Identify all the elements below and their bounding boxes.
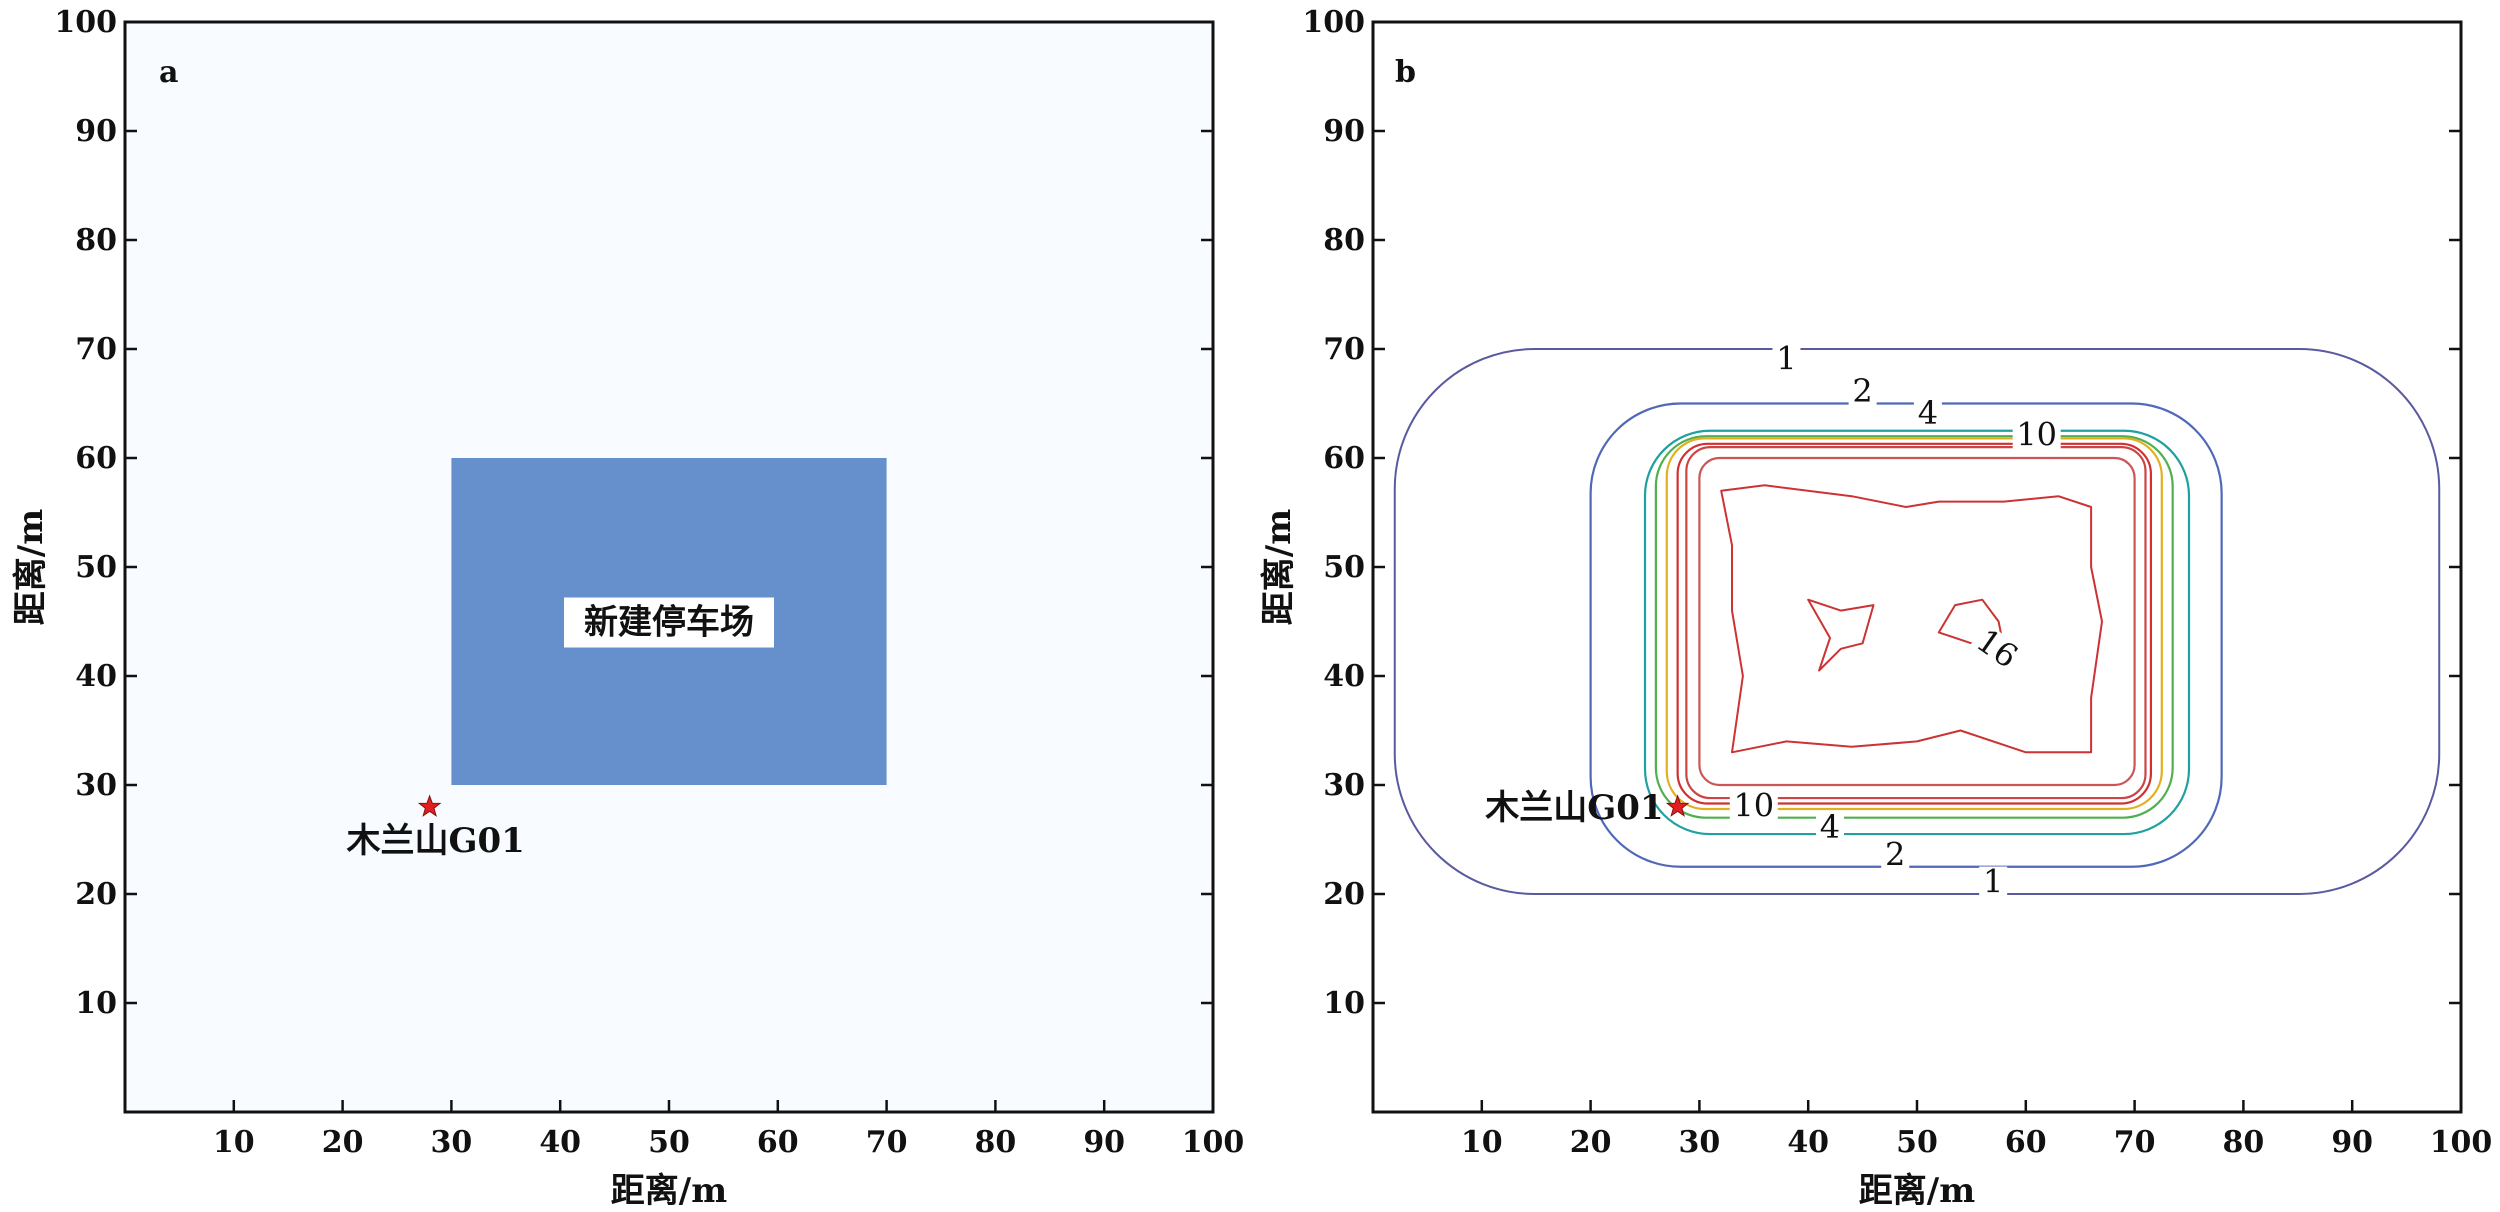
contour-level-14 <box>1698 456 2136 787</box>
y-tick-label: 100 <box>1302 5 1365 40</box>
panel-a-frame <box>123 20 1215 1114</box>
station-star-b <box>1665 794 1690 817</box>
x-tick-label: 60 <box>2005 1125 2047 1160</box>
panel-b-x-axis-label: 距离/m <box>1859 1171 1975 1211</box>
y-tick-label: 10 <box>75 986 117 1021</box>
y-tick-label: 10 <box>1323 986 1365 1021</box>
contour-label: 4 <box>1918 394 1938 432</box>
contour-level-16-inner <box>1720 484 2103 754</box>
y-tick-label: 50 <box>75 550 117 585</box>
y-tick-label: 50 <box>1323 550 1365 585</box>
contour-label-bg <box>1848 376 1877 407</box>
x-tick-label: 40 <box>1787 1125 1829 1160</box>
y-tick-label: 70 <box>75 332 117 367</box>
y-tick-label: 30 <box>75 768 117 803</box>
panel-b-plot-area <box>1373 22 2461 1112</box>
x-tick-label: 50 <box>1896 1125 1938 1160</box>
contour-level-12 <box>1685 446 2147 800</box>
contour-island-16 <box>1937 598 2005 650</box>
x-tick-label: 70 <box>866 1125 908 1160</box>
contour-label: 1 <box>1983 863 2003 901</box>
contour-label: 10 <box>1733 786 1774 824</box>
x-tick-label: 80 <box>975 1125 1017 1160</box>
x-tick-label: 30 <box>1679 1125 1721 1160</box>
contour-level-8 <box>1665 437 2163 811</box>
panel-b-ticks: 10 20 30 40 50 60 70 80 90 100 10 20 30 40 50 60 70 80 90 1… <box>1302 5 2492 1160</box>
x-tick-label: 20 <box>1570 1125 1612 1160</box>
y-tick-label: 100 <box>54 5 117 40</box>
contour-label-bg <box>1881 839 1910 870</box>
panel-a-x-axis-label: 距离/m <box>611 1171 727 1211</box>
y-tick-label: 40 <box>75 659 117 694</box>
contour-level-1 <box>1393 348 2441 895</box>
contour-label: 2 <box>1852 372 1872 410</box>
y-tick-label: 20 <box>1323 877 1365 912</box>
contour-label: 10 <box>2016 416 2057 454</box>
panel-a-ticks: 10 20 30 40 50 60 70 80 90 100 10 20 30 40 50 60 70 80 90 1… <box>54 5 1244 1160</box>
parking-lot-label: 新建停车场 <box>584 603 754 643</box>
panel-b-letter: b <box>1395 55 1416 90</box>
station-star-a <box>417 794 442 817</box>
x-tick-label: 30 <box>431 1125 473 1160</box>
contour-label-bg <box>1968 622 2026 675</box>
panel-a: 10 20 30 40 50 60 70 80 90 100 10 20 30 40 50 60 70 80 90 1… <box>11 5 1244 1211</box>
x-tick-label: 80 <box>2223 1125 2265 1160</box>
x-tick-label: 60 <box>757 1125 799 1160</box>
contour-label-bg <box>1729 790 1778 821</box>
station-label-b: 木兰山G01 <box>1484 788 1663 828</box>
x-tick-label: 90 <box>2331 1125 2373 1160</box>
panel-b-frame <box>1371 20 2463 1114</box>
panel-a-letter: a <box>159 55 178 90</box>
x-tick-label: 20 <box>322 1125 364 1160</box>
panel-a-y-axis-label: 距离/m <box>11 509 51 625</box>
y-tick-label: 90 <box>1323 114 1365 149</box>
y-tick-label: 80 <box>1323 223 1365 258</box>
contour-label: 4 <box>1820 808 1840 846</box>
y-tick-label: 70 <box>1323 332 1365 367</box>
station-label-a: 木兰山G01 <box>345 821 524 861</box>
x-tick-label: 100 <box>1182 1125 1245 1160</box>
contour-label-bg <box>2012 419 2061 450</box>
contour-label-bg <box>1772 343 1801 374</box>
contour-level-6 <box>1654 435 2174 819</box>
contour-label: 1 <box>1776 339 1796 377</box>
x-tick-label: 40 <box>539 1125 581 1160</box>
panel-b-y-axis-label: 距离/m <box>1259 509 1299 625</box>
contour-island-16 <box>1807 598 1875 672</box>
y-tick-label: 30 <box>1323 768 1365 803</box>
contour-level-4 <box>1643 429 2191 836</box>
y-tick-label: 80 <box>75 223 117 258</box>
x-tick-label: 70 <box>2114 1125 2156 1160</box>
contour-label: 2 <box>1885 835 1905 873</box>
x-tick-label: 90 <box>1083 1125 1125 1160</box>
y-tick-label: 90 <box>75 114 117 149</box>
x-tick-label: 50 <box>648 1125 690 1160</box>
contour-label-bg <box>1913 397 1942 428</box>
y-tick-label: 60 <box>75 441 117 476</box>
y-tick-label: 60 <box>1323 441 1365 476</box>
contour-label-bg <box>1979 866 2008 897</box>
y-tick-label: 40 <box>1323 659 1365 694</box>
x-tick-label: 100 <box>2430 1125 2493 1160</box>
parking-lot-label-bg <box>564 597 774 648</box>
x-tick-label: 10 <box>1461 1125 1503 1160</box>
y-tick-label: 20 <box>75 877 117 912</box>
contour-level-10 <box>1676 442 2153 805</box>
contour-label-bg <box>1815 812 1844 843</box>
contour-lines <box>1393 348 2441 895</box>
x-tick-label: 10 <box>213 1125 255 1160</box>
